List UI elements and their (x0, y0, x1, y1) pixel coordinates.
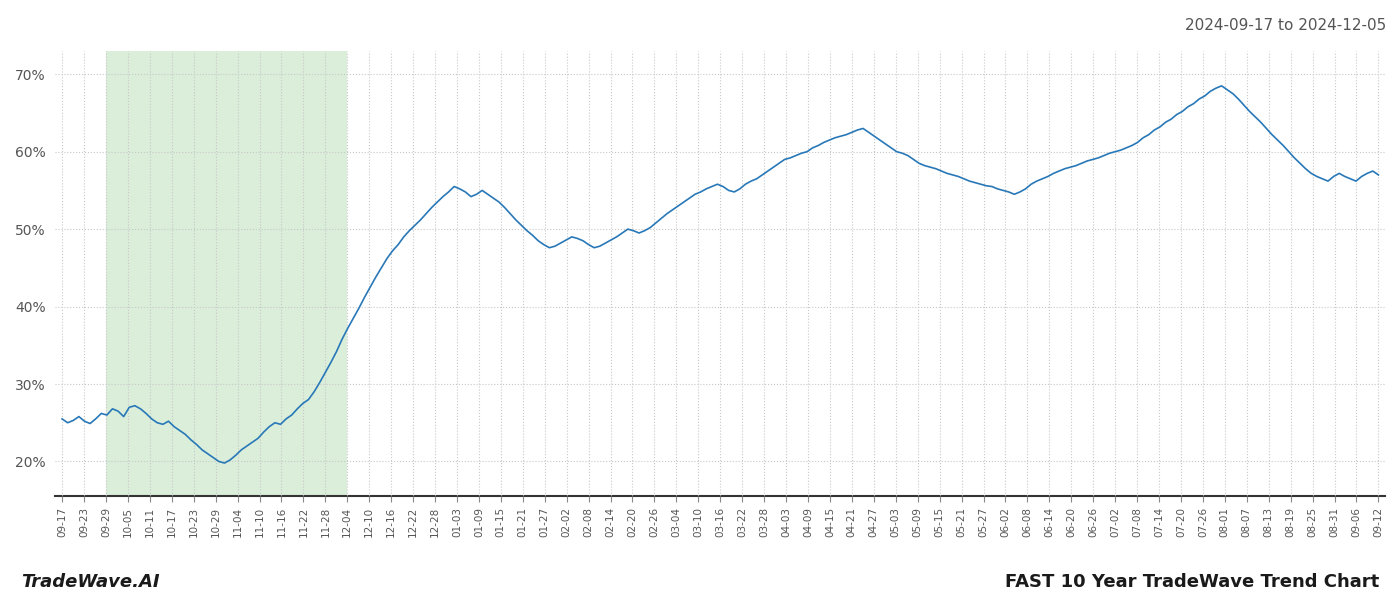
Bar (106, 51, 347, 496)
Text: 2024-09-17 to 2024-12-05: 2024-09-17 to 2024-12-05 (1184, 18, 1386, 33)
Text: FAST 10 Year TradeWave Trend Chart: FAST 10 Year TradeWave Trend Chart (1005, 573, 1379, 591)
Text: TradeWave.AI: TradeWave.AI (21, 573, 160, 591)
